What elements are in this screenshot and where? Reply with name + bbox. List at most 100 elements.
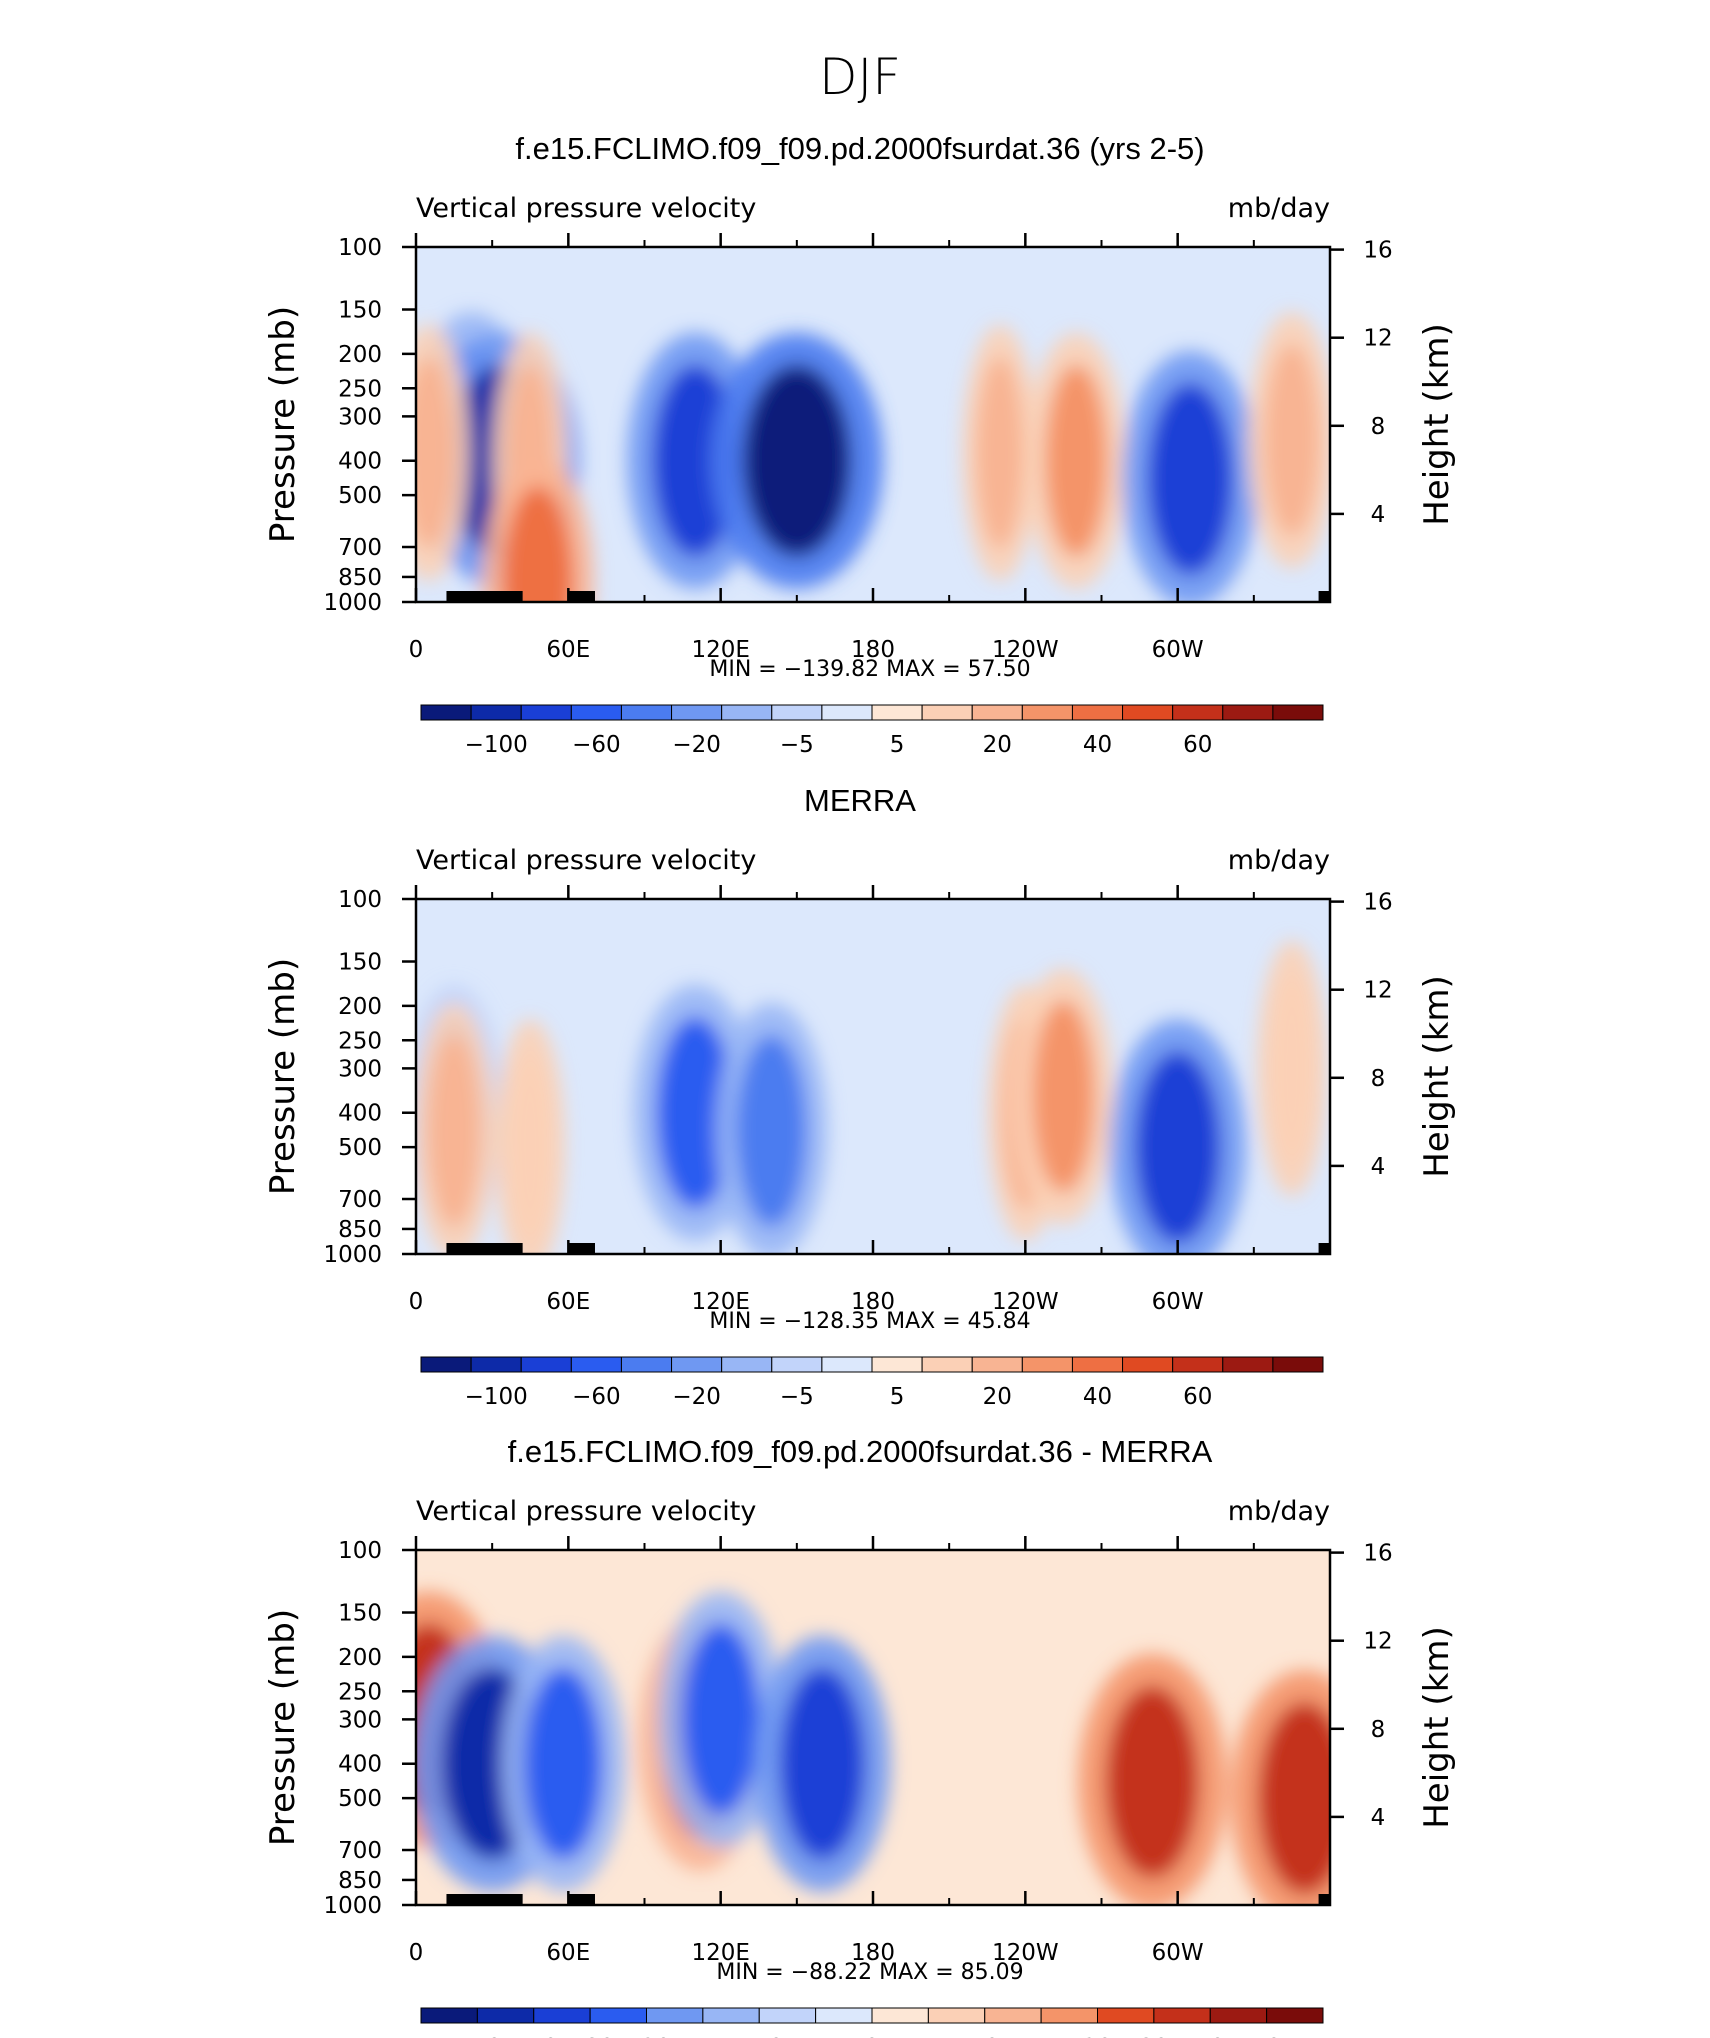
colorbar-box bbox=[871, 704, 923, 721]
colorbar-label: −20 bbox=[672, 732, 721, 758]
panel-title: f.e15.FCLIMO.f09_f09.pd.2000fsurdat.36 (… bbox=[515, 131, 1204, 166]
x-tick-label: 120E bbox=[691, 637, 749, 663]
height-tick-label: 8 bbox=[1371, 414, 1386, 440]
colorbar-box bbox=[871, 1356, 923, 1373]
colorbar-box bbox=[921, 1356, 973, 1373]
contour-region bbox=[1135, 1051, 1221, 1243]
x-tick-label: 120W bbox=[992, 637, 1059, 663]
colorbar-label: −5 bbox=[799, 2035, 833, 2038]
x-tick-label: 60W bbox=[1152, 1289, 1204, 1315]
contour-region bbox=[508, 1051, 552, 1243]
topography bbox=[568, 591, 595, 602]
colorbar-box bbox=[620, 1356, 673, 1373]
y-tick-label: 500 bbox=[338, 483, 382, 509]
min-max-text: MIN = −128.35 MAX = 45.84 bbox=[709, 1309, 1030, 1334]
contour-field bbox=[416, 899, 1330, 1254]
y-tick-label: 1000 bbox=[323, 590, 382, 616]
panel-title: f.e15.FCLIMO.f09_f09.pd.2000fsurdat.36 -… bbox=[508, 1434, 1213, 1469]
contour-region bbox=[524, 1667, 603, 1860]
x-tick-label: 60E bbox=[546, 637, 590, 663]
y-axis-title: Pressure (mb) bbox=[263, 1609, 303, 1846]
y-tick-label: 700 bbox=[338, 535, 382, 561]
colorbar-label: 10 bbox=[970, 2035, 999, 2038]
colorbar-box bbox=[1153, 2007, 1211, 2024]
colorbar-box bbox=[1272, 704, 1324, 721]
y-tick-label: 250 bbox=[338, 1028, 382, 1054]
colorbar-label: −5 bbox=[780, 732, 814, 758]
colorbar-label: 50 bbox=[1252, 2035, 1281, 2038]
colorbar-box bbox=[984, 2007, 1042, 2024]
colorbar-box bbox=[476, 2007, 535, 2024]
colorbar-label: 60 bbox=[1183, 1384, 1212, 1410]
topography bbox=[446, 1894, 523, 1905]
panel-1: f.e15.FCLIMO.f09_f09.pd.2000fsurdat.36 (… bbox=[263, 131, 1457, 758]
y-tick-label: 850 bbox=[338, 1868, 382, 1894]
colorbar-box bbox=[821, 704, 873, 721]
colorbar-label: −60 bbox=[572, 732, 621, 758]
colorbar-box bbox=[1021, 704, 1073, 721]
colorbar-box bbox=[971, 704, 1023, 721]
colorbar-label: −100 bbox=[465, 1384, 528, 1410]
colorbar-box bbox=[1209, 2007, 1268, 2024]
colorbar-box bbox=[815, 2007, 873, 2024]
colorbar-label: 5 bbox=[890, 732, 905, 758]
colorbar-box bbox=[671, 704, 723, 721]
y-tick-label: 400 bbox=[338, 1752, 382, 1778]
height-tick-label: 12 bbox=[1363, 326, 1392, 352]
contour-region bbox=[652, 364, 738, 557]
height-tick-label: 4 bbox=[1371, 1154, 1386, 1180]
colorbar-box bbox=[927, 2007, 986, 2024]
y-tick-label: 300 bbox=[338, 404, 382, 430]
contour-regions bbox=[416, 1591, 1330, 1905]
colorbar-box bbox=[470, 1356, 522, 1373]
colorbar-label: −100 bbox=[465, 732, 528, 758]
colorbar-box bbox=[921, 704, 973, 721]
colorbar-box bbox=[721, 704, 773, 721]
y-tick-label: 700 bbox=[338, 1187, 382, 1213]
colorbar-label: −40 bbox=[509, 2035, 558, 2038]
colorbar-label: −60 bbox=[572, 1384, 621, 1410]
y-tick-label: 200 bbox=[338, 1645, 382, 1671]
contour-regions bbox=[416, 312, 1330, 602]
height-tick-label: 4 bbox=[1371, 1805, 1386, 1831]
x-tick-label: 180 bbox=[851, 1289, 895, 1315]
topography bbox=[446, 1243, 523, 1254]
y-tick-label: 850 bbox=[338, 1217, 382, 1243]
x-tick-label: 180 bbox=[851, 1940, 895, 1966]
colorbar-box bbox=[420, 2007, 478, 2024]
colorbar-label: 30 bbox=[1139, 2035, 1168, 2038]
y-tick-label: 150 bbox=[338, 950, 382, 976]
y-tick-label: 300 bbox=[338, 1707, 382, 1733]
y-tick-label: 850 bbox=[338, 565, 382, 591]
panel-2: MERRA Vertical pressure velocity mb/day 0 60… bbox=[263, 783, 1457, 1410]
x-tick-label: 180 bbox=[851, 637, 895, 663]
y-tick-label: 300 bbox=[338, 1056, 382, 1082]
panels: f.e15.FCLIMO.f09_f09.pd.2000fsurdat.36 (… bbox=[263, 131, 1457, 2038]
colorbar-label: 15 bbox=[1026, 2035, 1055, 2038]
y-tick-label: 500 bbox=[338, 1135, 382, 1161]
y-tick-label: 100 bbox=[338, 887, 382, 913]
variable-label: Vertical pressure velocity bbox=[416, 193, 756, 224]
y2-axis-title: Height (km) bbox=[1417, 323, 1457, 526]
height-tick-label: 16 bbox=[1363, 1541, 1392, 1567]
colorbar-box bbox=[570, 1356, 622, 1373]
topography bbox=[568, 1243, 595, 1254]
y-tick-label: 100 bbox=[338, 1538, 382, 1564]
topography bbox=[568, 1894, 595, 1905]
contour-region bbox=[1258, 1702, 1330, 1894]
x-tick-label: 60W bbox=[1152, 1940, 1204, 1966]
x-tick-label: 60W bbox=[1152, 637, 1204, 663]
colorbar-box bbox=[470, 704, 522, 721]
colorbar-box bbox=[1172, 704, 1224, 721]
colorbar: −100 −60 −20 −5 5 20 40 60 bbox=[420, 704, 1324, 758]
contour-region bbox=[1270, 972, 1314, 1165]
topography bbox=[1318, 1243, 1330, 1254]
colorbar-box bbox=[520, 1356, 572, 1373]
colorbar-box bbox=[821, 1356, 873, 1373]
contour-region bbox=[742, 364, 851, 557]
colorbar-box bbox=[1172, 1356, 1224, 1373]
colorbar-box bbox=[1071, 704, 1124, 721]
y2-axis-title: Height (km) bbox=[1417, 975, 1457, 1178]
height-tick-label: 16 bbox=[1363, 890, 1392, 916]
